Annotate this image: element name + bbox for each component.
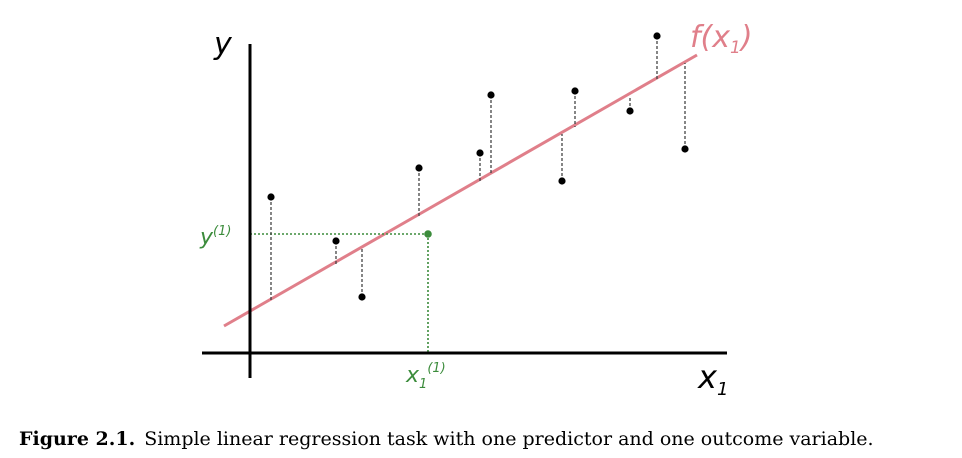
regression-line-label: f(x1) (690, 20, 753, 58)
highlight-y-superscript: (1) (213, 224, 231, 239)
figure-caption: Figure 2.1. Simple linear regression task… (19, 428, 874, 450)
highlight-x-label: x1(1) (405, 361, 446, 392)
highlight-y-main: y (199, 225, 214, 250)
highlight-x-subscript: 1 (419, 377, 427, 392)
x-axis-title-subscript: 1 (717, 379, 728, 400)
x-axis-title: x1 (697, 358, 728, 400)
data-point (626, 107, 634, 115)
regression-label-prefix: f(x (690, 20, 730, 55)
figure-caption-label: Figure 2.1. (19, 428, 135, 450)
data-point (653, 32, 661, 40)
data-point (332, 237, 340, 245)
regression-line (223, 53, 698, 328)
data-point (476, 149, 484, 157)
highlight-x-superscript: (1) (427, 361, 445, 376)
regression-label-subscript: 1 (730, 38, 741, 58)
figure-caption-body: Simple linear regression task with one p… (144, 428, 873, 450)
data-point (415, 164, 423, 172)
data-point (558, 177, 566, 185)
x-axis-title-main: x (697, 358, 718, 396)
regression-label-suffix: ) (739, 20, 753, 55)
data-point (571, 87, 579, 95)
data-point (487, 91, 495, 99)
highlight-x-main: x (405, 363, 420, 388)
data-point (267, 193, 275, 201)
data-point (358, 293, 366, 301)
residual-lines (270, 36, 686, 302)
data-point (681, 145, 689, 153)
highlight-y-label: y(1) (199, 224, 231, 250)
y-axis-title: y (213, 27, 233, 62)
data-points (267, 32, 689, 301)
highlight-point (424, 230, 432, 238)
